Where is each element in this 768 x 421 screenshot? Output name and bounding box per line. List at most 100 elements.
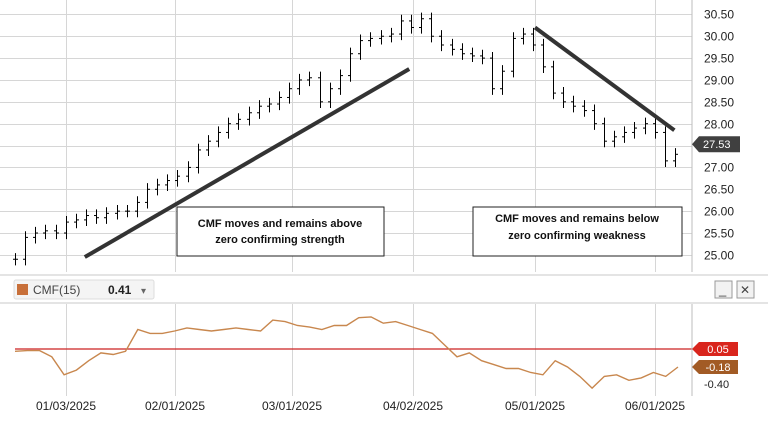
price-tick-label: 28.00 bbox=[704, 118, 734, 132]
price-bar bbox=[13, 253, 18, 266]
price-bar bbox=[612, 130, 617, 148]
price-bar bbox=[551, 60, 556, 100]
price-bar bbox=[511, 32, 516, 78]
price-bar bbox=[236, 113, 241, 130]
price-bar bbox=[368, 32, 373, 47]
price-tick-label: 30.00 bbox=[704, 30, 734, 44]
price-bar bbox=[247, 106, 252, 126]
price-bar bbox=[460, 43, 465, 60]
price-bar bbox=[297, 73, 302, 95]
annotation-text-2b: zero confirming weakness bbox=[508, 230, 646, 242]
price-bar bbox=[104, 207, 109, 224]
price-bar bbox=[358, 34, 363, 60]
price-bar bbox=[287, 82, 292, 104]
price-bar bbox=[307, 71, 312, 87]
price-bar bbox=[64, 215, 69, 240]
close-button[interactable] bbox=[736, 280, 755, 299]
price-bar bbox=[338, 69, 343, 95]
price-tick-label: 29.00 bbox=[704, 74, 734, 88]
x-tick-label: 06/01/2025 bbox=[625, 399, 685, 413]
indicator-chip[interactable] bbox=[13, 279, 155, 300]
indicator-label: CMF(15) bbox=[33, 283, 80, 297]
price-bar bbox=[226, 117, 231, 139]
annotation-box-1 bbox=[176, 206, 385, 257]
indicator-axis: 0.05 -0.18 -0.40 bbox=[691, 304, 738, 396]
trendline bbox=[83, 67, 411, 259]
price-bar bbox=[165, 174, 170, 192]
price-tick-label: 29.50 bbox=[704, 52, 734, 66]
price-bar bbox=[277, 91, 282, 111]
price-bar bbox=[23, 231, 28, 266]
x-axis: 01/03/2025 02/01/2025 03/01/2025 04/02/2025… bbox=[36, 399, 685, 413]
indicator-tick-label: -0.18 bbox=[705, 362, 730, 374]
trendline bbox=[533, 25, 676, 132]
chevron-down-icon[interactable]: ▾ bbox=[141, 286, 146, 297]
price-bar bbox=[632, 121, 637, 139]
price-bar bbox=[429, 12, 434, 43]
last-price-badge bbox=[692, 136, 740, 153]
price-bar bbox=[43, 224, 48, 240]
price-bar bbox=[561, 86, 566, 108]
price-bar bbox=[490, 51, 495, 95]
price-bar bbox=[419, 12, 424, 34]
price-tick-label: 26.00 bbox=[704, 205, 734, 219]
x-tick-label: 02/01/2025 bbox=[145, 399, 205, 413]
x-tick-label: 03/01/2025 bbox=[262, 399, 322, 413]
price-bar bbox=[480, 49, 485, 65]
indicator-plot bbox=[14, 316, 692, 390]
price-bar bbox=[348, 47, 353, 82]
close-icon: ✕ bbox=[740, 283, 750, 297]
price-bar bbox=[470, 47, 475, 63]
price-bar bbox=[663, 126, 668, 167]
indicator-header: CMF(15) 0.41 ▾ _ ✕ bbox=[0, 274, 768, 304]
price-bar bbox=[145, 183, 150, 209]
price-bar bbox=[115, 205, 120, 220]
x-tick-label: 05/01/2025 bbox=[505, 399, 565, 413]
price-bar bbox=[439, 30, 444, 52]
price-bar bbox=[643, 117, 648, 135]
price-bar bbox=[125, 205, 130, 218]
price-bar bbox=[521, 27, 526, 45]
price-bar bbox=[541, 38, 546, 73]
price-bar bbox=[84, 209, 89, 227]
annotation-text-1a: CMF moves and remains above bbox=[198, 218, 362, 230]
price-tick-label: 28.50 bbox=[704, 96, 734, 110]
price-bar bbox=[673, 148, 678, 167]
last-price-label: 27.53 bbox=[703, 139, 731, 151]
price-bar bbox=[175, 170, 180, 187]
cmf-line bbox=[14, 316, 679, 390]
price-bar bbox=[500, 65, 505, 95]
series-color-swatch bbox=[17, 284, 28, 295]
price-bar bbox=[531, 27, 536, 52]
price-bar bbox=[33, 226, 38, 244]
x-tick-label: 01/03/2025 bbox=[36, 399, 96, 413]
price-bar bbox=[409, 14, 414, 34]
price-bar bbox=[196, 143, 201, 174]
price-bar bbox=[206, 135, 211, 157]
price-bar bbox=[653, 117, 658, 139]
price-bar bbox=[94, 209, 99, 224]
annotations: CMF moves and remains above zero confirm… bbox=[176, 206, 683, 257]
price-bar bbox=[389, 27, 394, 43]
price-bar bbox=[267, 97, 272, 113]
price-bar bbox=[622, 126, 627, 143]
indicator-value: 0.41 bbox=[108, 283, 132, 297]
annotation-text-1b: zero confirming strength bbox=[215, 234, 345, 246]
price-bar bbox=[450, 38, 455, 56]
minimize-icon: _ bbox=[718, 282, 727, 297]
indicator-value-badge bbox=[692, 359, 738, 374]
price-tick-label: 25.50 bbox=[704, 227, 734, 241]
price-bars bbox=[13, 12, 678, 266]
price-bar bbox=[602, 117, 607, 148]
price-bar bbox=[135, 196, 140, 218]
indicator-tick-label: -0.40 bbox=[704, 379, 729, 391]
price-bar bbox=[216, 126, 221, 148]
price-bar bbox=[318, 71, 323, 108]
price-bar bbox=[379, 30, 384, 45]
price-tick-label: 27.00 bbox=[704, 161, 734, 175]
price-bar bbox=[257, 100, 262, 119]
minimize-button[interactable] bbox=[714, 280, 733, 299]
price-axis: 25.0025.5026.0026.5027.0027.5028.0028.50… bbox=[691, 0, 740, 272]
